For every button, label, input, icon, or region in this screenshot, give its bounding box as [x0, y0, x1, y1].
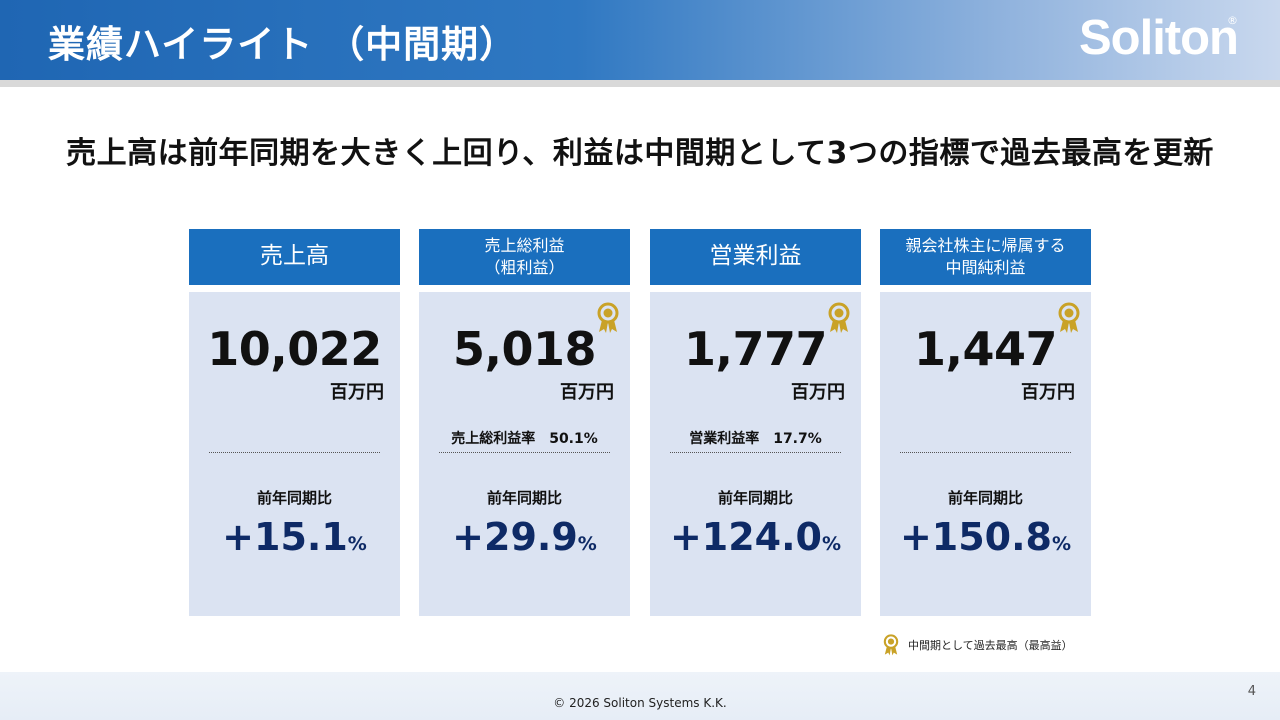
yoy-value: +29.9% — [419, 515, 630, 559]
record-legend: 中間期として過去最高（最高益） — [882, 634, 1073, 656]
page-number: 4 — [1247, 684, 1256, 699]
metric-value: 1,447 — [913, 322, 1058, 376]
card-header: 売上高 — [189, 229, 400, 285]
award-medal-icon — [597, 302, 619, 333]
yoy-percent: % — [1052, 533, 1072, 555]
card-header: 親会社株主に帰属する 中間純利益 — [880, 229, 1091, 285]
card-body: 1,777 百万円 営業利益率 17.7% 前年同期比 +124.0% — [650, 292, 861, 616]
metric-unit: 百万円 — [560, 382, 614, 403]
card-title-line2: （粗利益） — [484, 258, 565, 277]
card-title: 売上高 — [260, 243, 329, 270]
dotted-divider — [900, 452, 1071, 453]
yoy-label: 前年同期比 — [717, 489, 793, 507]
card-body: 1,447 百万円 前年同期比 +150.8% — [880, 292, 1091, 616]
card-header: 売上総利益 （粗利益） — [419, 229, 630, 285]
metric-unit: 百万円 — [330, 382, 384, 403]
metric-unit: 百万円 — [1021, 382, 1075, 403]
card-body: 5,018 百万円 売上総利益率 50.1% 前年同期比 +29.9% — [419, 292, 630, 616]
card-title: 営業利益 — [709, 243, 802, 270]
card-net-sales: 売上高 10,022 百万円 前年同期比 +15.1% — [189, 229, 400, 616]
copyright: © 2026 Soliton Systems K.K. — [553, 696, 727, 710]
margin-ratio: 営業利益率 17.7% — [689, 431, 822, 447]
dotted-divider — [670, 452, 841, 453]
dotted-divider — [439, 452, 610, 453]
metric-unit: 百万円 — [791, 382, 845, 403]
yoy-percent: % — [347, 533, 367, 555]
margin-ratio: 売上総利益率 50.1% — [451, 431, 598, 447]
metric-value: 5,018 — [452, 322, 597, 376]
metric-value: 1,777 — [683, 322, 828, 376]
card-gross-profit: 売上総利益 （粗利益） 5,018 百万円 売上総利益率 50.1% 前年同期比… — [419, 229, 630, 616]
card-operating-profit: 営業利益 1,777 百万円 営業利益率 17.7% 前年同期比 +124.0% — [650, 229, 861, 616]
yoy-percent: % — [822, 533, 842, 555]
yoy-number: +150.8 — [899, 515, 1052, 559]
yoy-value: +150.8% — [880, 515, 1091, 559]
yoy-value: +124.0% — [650, 515, 861, 559]
card-header: 営業利益 — [650, 229, 861, 285]
award-medal-icon — [883, 634, 899, 656]
yoy-number: +124.0 — [669, 515, 822, 559]
dotted-divider — [209, 452, 380, 453]
yoy-number: +15.1 — [222, 515, 348, 559]
card-title-line2: 中間純利益 — [945, 258, 1026, 277]
yoy-percent: % — [577, 533, 597, 555]
yoy-label: 前年同期比 — [947, 489, 1023, 507]
header-divider — [0, 80, 1280, 87]
footer-band — [0, 672, 1280, 720]
title-bar: 業績ハイライト （中間期） Soliton ® — [0, 0, 1280, 80]
yoy-number: +29.9 — [452, 515, 578, 559]
headline: 売上高は前年同期を大きく上回り、利益は中間期として3つの指標で過去最高を更新 — [66, 136, 1214, 171]
yoy-value: +15.1% — [189, 515, 400, 559]
card-title-line1: 親会社株主に帰属する — [905, 236, 1066, 256]
card-body: 10,022 百万円 前年同期比 +15.1% — [189, 292, 400, 616]
legend-text: 中間期として過去最高（最高益） — [908, 639, 1073, 652]
card-net-income: 親会社株主に帰属する 中間純利益 1,447 百万円 前年同期比 +150.8% — [880, 229, 1091, 616]
soliton-logo: Soliton — [1078, 11, 1239, 65]
metric-value: 10,022 — [207, 322, 382, 376]
award-medal-icon — [828, 302, 850, 333]
yoy-label: 前年同期比 — [256, 489, 332, 507]
award-medal-icon — [1058, 302, 1080, 333]
registered-mark: ® — [1227, 14, 1238, 27]
yoy-label: 前年同期比 — [486, 489, 562, 507]
page-title: 業績ハイライト （中間期） — [48, 23, 518, 66]
card-title-line1: 売上総利益 — [484, 236, 565, 256]
